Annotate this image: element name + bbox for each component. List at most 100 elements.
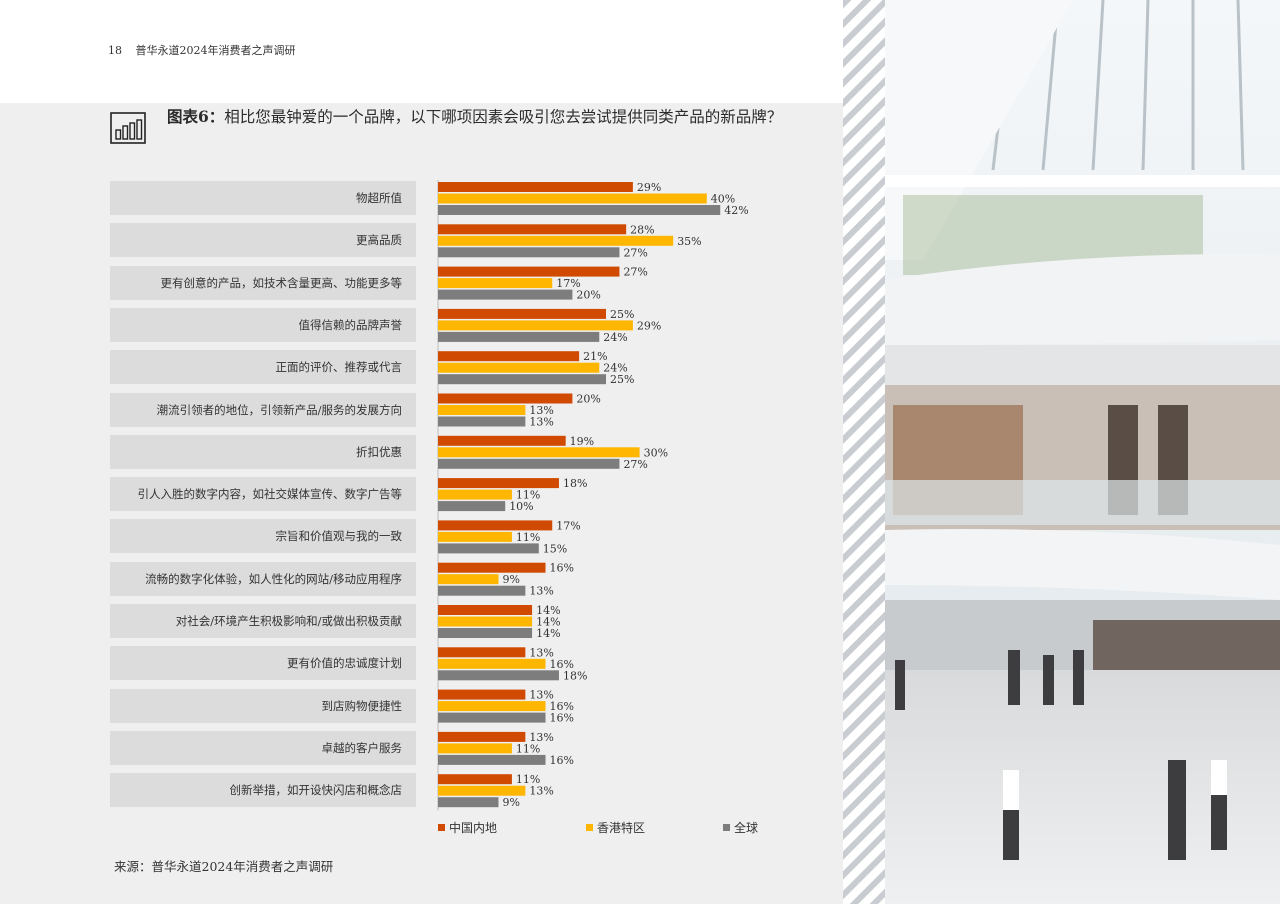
data-label-global: 13% <box>529 585 553 598</box>
data-label-hongkong: 17% <box>556 277 580 290</box>
data-label-hongkong: 13% <box>529 404 553 417</box>
bar-china <box>438 308 606 319</box>
data-label-china: 29% <box>637 181 661 194</box>
category-label: 折扣优惠 <box>110 434 416 469</box>
bar-hongkong <box>438 658 546 669</box>
category-label: 正面的评价、推荐或代言 <box>110 350 416 385</box>
bar-hongkong <box>438 193 707 204</box>
data-label-china: 11% <box>516 773 540 786</box>
bar-global <box>438 754 546 765</box>
data-label-global: 27% <box>623 246 647 259</box>
category-label: 值得信赖的品牌声誉 <box>110 307 416 342</box>
data-label-china: 27% <box>623 266 647 279</box>
bar-hongkong <box>438 743 512 754</box>
data-label-global: 18% <box>563 669 587 682</box>
mall-atrium-photo <box>843 0 1280 904</box>
category-label: 更高品质 <box>110 223 416 258</box>
bar-global <box>438 289 573 300</box>
bar-global <box>438 501 506 512</box>
bar-hongkong <box>438 701 546 712</box>
bar-chart: 29%40%42%28%35%27%27%17%20%25%29%24%21%2… <box>437 180 749 811</box>
legend-item-china: 中国内地 <box>438 819 497 836</box>
data-label-hongkong: 16% <box>550 700 574 713</box>
data-label-global: 20% <box>576 289 600 302</box>
page-header: 18 普华永道2024年消费者之声调研 <box>108 42 296 58</box>
bar-china <box>438 647 526 658</box>
page-number: 18 <box>108 44 122 57</box>
category-label: 到店购物便捷性 <box>110 688 416 723</box>
legend-swatch-china <box>438 824 445 831</box>
data-label-hongkong: 14% <box>536 616 560 629</box>
running-title: 普华永道2024年消费者之声调研 <box>135 44 296 57</box>
data-label-china: 21% <box>583 350 607 363</box>
data-label-china: 28% <box>630 223 654 236</box>
category-label: 更有创意的产品，如技术含量更高、功能更多等 <box>110 265 416 300</box>
bar-global <box>438 205 721 215</box>
bar-china <box>438 689 526 700</box>
category-label: 更有价值的忠诚度计划 <box>110 646 416 681</box>
bar-global <box>438 416 526 427</box>
data-label-global: 10% <box>509 500 533 513</box>
legend-swatch-hongkong <box>586 824 593 831</box>
bar-china <box>438 224 627 235</box>
bar-global <box>438 797 499 808</box>
bar-hongkong <box>438 574 499 585</box>
data-label-hongkong: 24% <box>603 362 627 375</box>
bar-china <box>438 393 573 404</box>
legend-label-hongkong: 香港特区 <box>597 821 646 835</box>
data-label-global: 13% <box>529 416 553 429</box>
data-label-china: 25% <box>610 308 634 321</box>
bar-hongkong <box>438 278 553 289</box>
bar-hongkong <box>438 447 640 458</box>
bar-china <box>438 731 526 742</box>
data-label-hongkong: 16% <box>550 658 574 671</box>
bar-global <box>438 247 620 258</box>
bar-china <box>438 351 580 362</box>
bar-global <box>438 543 539 554</box>
data-label-global: 14% <box>536 627 560 640</box>
figure-title-text: 相比您最钟爱的一个品牌，以下哪项因素会吸引您去尝试提供同类产品的新品牌？ <box>224 108 783 126</box>
bar-china <box>438 478 559 489</box>
bar-global <box>438 585 526 596</box>
category-label: 卓越的客户服务 <box>110 730 416 765</box>
data-label-hongkong: 30% <box>644 446 668 459</box>
bar-global <box>438 670 559 681</box>
data-label-hongkong: 40% <box>711 193 735 206</box>
data-label-china: 16% <box>550 562 574 575</box>
data-label-china: 13% <box>529 689 553 702</box>
bar-china <box>438 774 512 785</box>
bar-hongkong <box>438 616 533 627</box>
data-label-hongkong: 9% <box>502 573 519 586</box>
bar-hongkong <box>438 531 512 542</box>
category-label: 潮流引领者的地位，引领新产品/服务的发展方向 <box>110 392 416 427</box>
bar-global <box>438 331 600 342</box>
data-label-hongkong: 29% <box>637 319 661 332</box>
bar-hongkong <box>438 235 674 246</box>
data-label-hongkong: 11% <box>516 489 540 502</box>
data-label-hongkong: 13% <box>529 785 553 798</box>
category-label: 流畅的数字化体验，如人性化的网站/移动应用程序 <box>110 561 416 596</box>
data-label-china: 14% <box>536 604 560 617</box>
data-label-global: 9% <box>502 796 519 809</box>
legend-label-global: 全球 <box>734 821 759 835</box>
bar-china <box>438 182 633 192</box>
data-label-global: 16% <box>550 712 574 725</box>
data-label-global: 15% <box>543 542 567 555</box>
data-label-china: 13% <box>529 646 553 659</box>
legend-swatch-global <box>723 824 730 831</box>
data-label-hongkong: 35% <box>677 235 701 248</box>
data-label-global: 27% <box>623 458 647 471</box>
data-label-china: 18% <box>563 477 587 490</box>
category-label: 引人入胜的数字内容，如社交媒体宣传、数字广告等 <box>110 477 416 512</box>
data-label-global: 42% <box>724 204 748 217</box>
bar-china <box>438 520 553 531</box>
data-label-china: 20% <box>576 393 600 406</box>
bar-hongkong <box>438 785 526 796</box>
data-label-global: 25% <box>610 373 634 386</box>
category-label: 宗旨和价值观与我的一致 <box>110 519 416 554</box>
bar-global <box>438 712 546 723</box>
data-label-hongkong: 11% <box>516 531 540 544</box>
data-label-global: 24% <box>603 331 627 344</box>
bar-chart-icon <box>110 112 146 144</box>
figure-title-prefix: 图表6： <box>167 107 225 126</box>
